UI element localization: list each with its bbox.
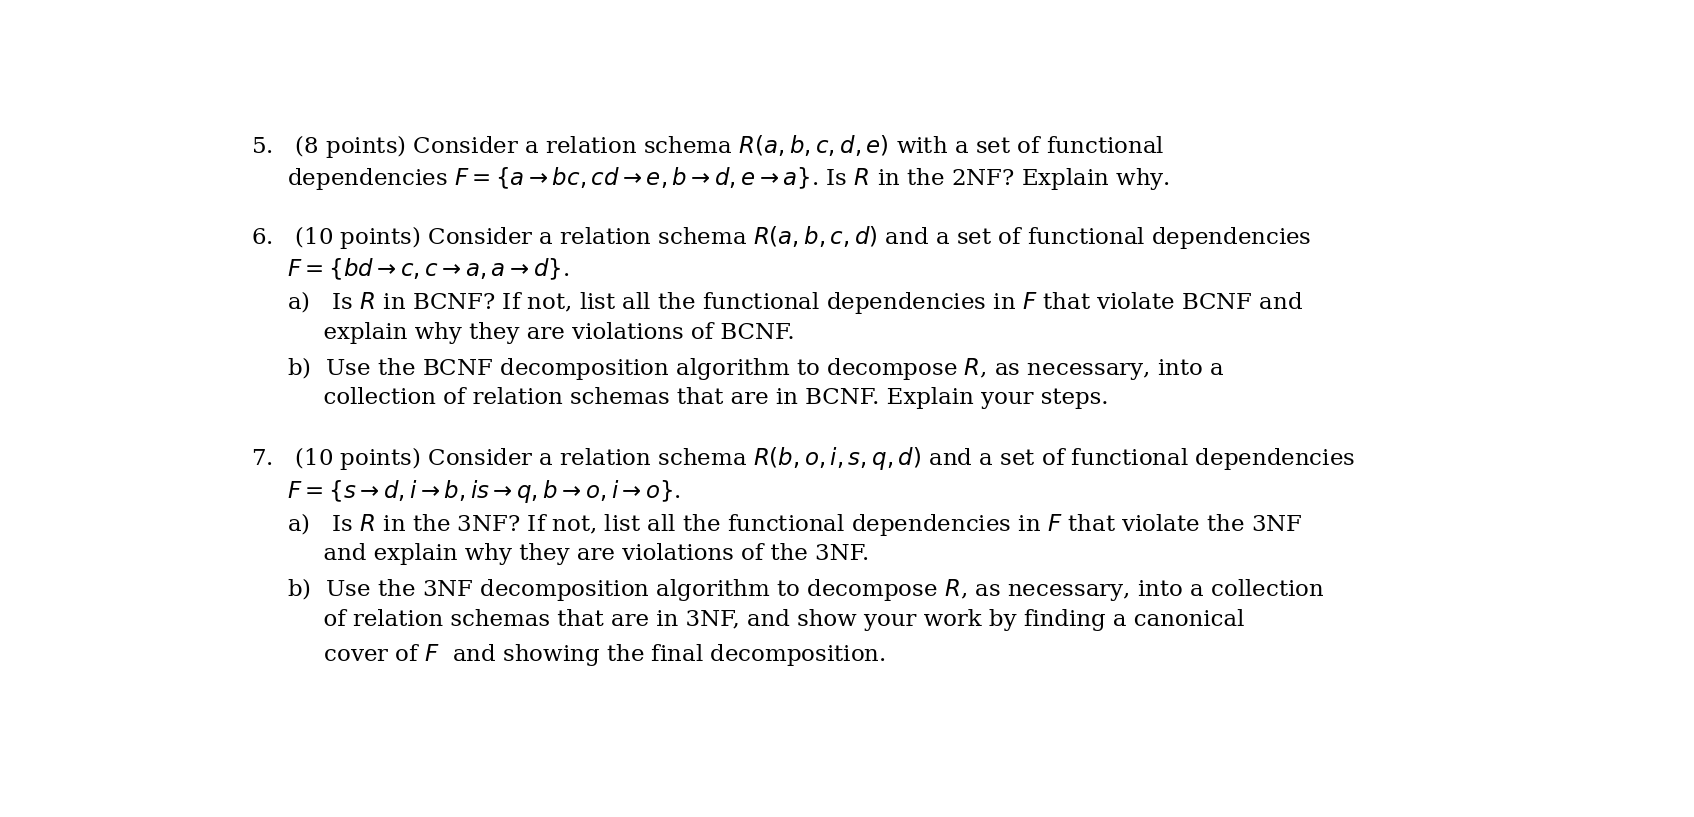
- Text: cover of $F$  and showing the final decomposition.: cover of $F$ and showing the final decom…: [251, 641, 886, 667]
- Text: 6.   (10 points) Consider a relation schema $R(a, b, c, d)$ and a set of functio: 6. (10 points) Consider a relation schem…: [251, 224, 1311, 251]
- Text: a)   Is $R$ in BCNF? If not, list all the functional dependencies in $F$ that vi: a) Is $R$ in BCNF? If not, list all the …: [251, 289, 1303, 316]
- Text: $F = \{bd \rightarrow c, c \rightarrow a, a \rightarrow d\}$.: $F = \{bd \rightarrow c, c \rightarrow a…: [251, 257, 569, 282]
- Text: 5.   (8 points) Consider a relation schema $R(a, b, c, d, e)$ with a set of func: 5. (8 points) Consider a relation schema…: [251, 132, 1164, 159]
- Text: collection of relation schemas that are in BCNF. Explain your steps.: collection of relation schemas that are …: [251, 387, 1108, 409]
- Text: $F = \{s \rightarrow d, i \rightarrow b, is \rightarrow q, b \rightarrow o, i \r: $F = \{s \rightarrow d, i \rightarrow b,…: [251, 478, 681, 505]
- Text: b)  Use the BCNF decomposition algorithm to decompose $R$, as necessary, into a: b) Use the BCNF decomposition algorithm …: [251, 355, 1225, 382]
- Text: b)  Use the 3NF decomposition algorithm to decompose $R$, as necessary, into a c: b) Use the 3NF decomposition algorithm t…: [251, 576, 1325, 603]
- Text: 7.   (10 points) Consider a relation schema $R(b, o, i, s, q, d)$ and a set of f: 7. (10 points) Consider a relation schem…: [251, 445, 1355, 472]
- Text: and explain why they are violations of the 3NF.: and explain why they are violations of t…: [251, 543, 869, 565]
- Text: a)   Is $R$ in the 3NF? If not, list all the functional dependencies in $F$ that: a) Is $R$ in the 3NF? If not, list all t…: [251, 511, 1303, 538]
- Text: of relation schemas that are in 3NF, and show your work by finding a canonical: of relation schemas that are in 3NF, and…: [251, 609, 1245, 631]
- Text: explain why they are violations of BCNF.: explain why they are violations of BCNF.: [251, 322, 794, 344]
- Text: dependencies $F = \{a \rightarrow bc, cd \rightarrow e, b \rightarrow d, e \righ: dependencies $F = \{a \rightarrow bc, cd…: [251, 165, 1171, 192]
